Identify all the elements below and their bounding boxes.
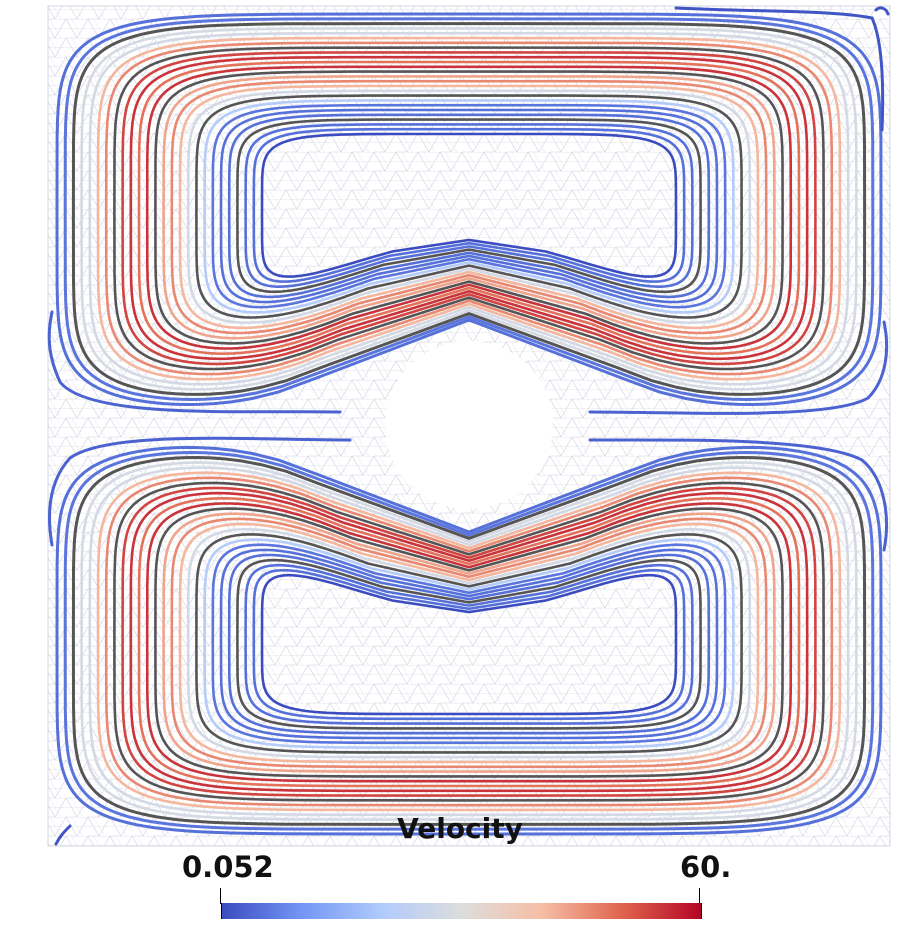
streamline-lower: [219, 548, 719, 740]
streamline-lower: [203, 538, 735, 749]
streamline-lower: [162, 512, 776, 773]
streamline-lower: [145, 502, 793, 783]
streamline-upper: [96, 36, 842, 381]
streamline-upper: [80, 27, 858, 391]
streamline-lower: [80, 461, 858, 821]
streamline-lower: [244, 563, 694, 725]
streamline-upper: [162, 75, 776, 340]
streamline-lower: [195, 533, 743, 754]
streamline-corner-tr-small: [874, 6, 890, 16]
streamline-lower: [63, 450, 875, 831]
streamline-lower: [178, 522, 760, 764]
streamlines-boundary: [47, 6, 890, 846]
streamline-upper: [113, 46, 825, 371]
streamline-lower: [88, 466, 850, 817]
streamline-lower: [96, 471, 842, 812]
streamline-lower: [236, 558, 702, 730]
streamline-lower: [186, 527, 752, 759]
streamline-right-upper: [588, 320, 889, 415]
streamline-lower: [211, 543, 727, 745]
streamline-upper: [154, 70, 784, 345]
streamline-upper: [178, 84, 760, 330]
streamline-corner-tr: [674, 6, 885, 132]
streamline-upper: [260, 132, 678, 278]
colorbar-max-tick: [699, 888, 700, 904]
streamline-upper: [129, 55, 809, 361]
streamline-left-lower: [47, 436, 352, 547]
streamline-right-lower: [588, 438, 888, 552]
streamline-upper: [195, 94, 743, 319]
streamline-upper: [63, 17, 875, 402]
streamlines-upper-vortex: [55, 12, 883, 407]
streamline-upper: [145, 65, 793, 350]
streamline-lower: [252, 568, 686, 721]
streamline-lower: [170, 517, 768, 769]
streamline-upper: [170, 79, 768, 335]
cylinder-obstacle: [385, 341, 553, 509]
streamline-upper: [203, 99, 735, 314]
streamline-lower: [129, 491, 809, 793]
streamline-upper: [121, 51, 817, 366]
streamline-corner-bl: [54, 824, 72, 846]
streamline-upper: [104, 41, 834, 376]
streamline-upper: [244, 123, 694, 288]
streamline-upper: [137, 60, 801, 356]
streamline-upper: [219, 108, 719, 304]
streamline-upper: [211, 103, 727, 309]
streamline-upper: [55, 12, 883, 407]
streamline-lower: [113, 481, 825, 802]
legend-max-label: 60.: [680, 850, 732, 884]
streamline-upper: [88, 31, 850, 386]
streamline-lower: [55, 445, 883, 836]
streamline-upper: [236, 118, 702, 294]
streamline-lower: [154, 507, 784, 778]
streamline-lower: [121, 486, 817, 797]
colorbar: [221, 903, 702, 919]
streamline-upper: [186, 89, 752, 325]
streamline-lower: [104, 476, 834, 807]
streamline-upper: [252, 127, 686, 283]
streamline-upper: [227, 113, 711, 299]
streamline-lower: [71, 455, 867, 826]
streamline-left-upper: [47, 310, 342, 414]
streamline-upper: [71, 22, 867, 396]
streamline-lower: [260, 573, 678, 716]
streamline-lower: [227, 553, 711, 735]
legend-title: Velocity: [397, 812, 523, 845]
streamline-lower: [137, 496, 801, 788]
legend-min-label: 0.052: [182, 850, 274, 884]
colorbar-min-tick: [220, 888, 221, 904]
streamlines-lower-vortex: [55, 445, 883, 836]
